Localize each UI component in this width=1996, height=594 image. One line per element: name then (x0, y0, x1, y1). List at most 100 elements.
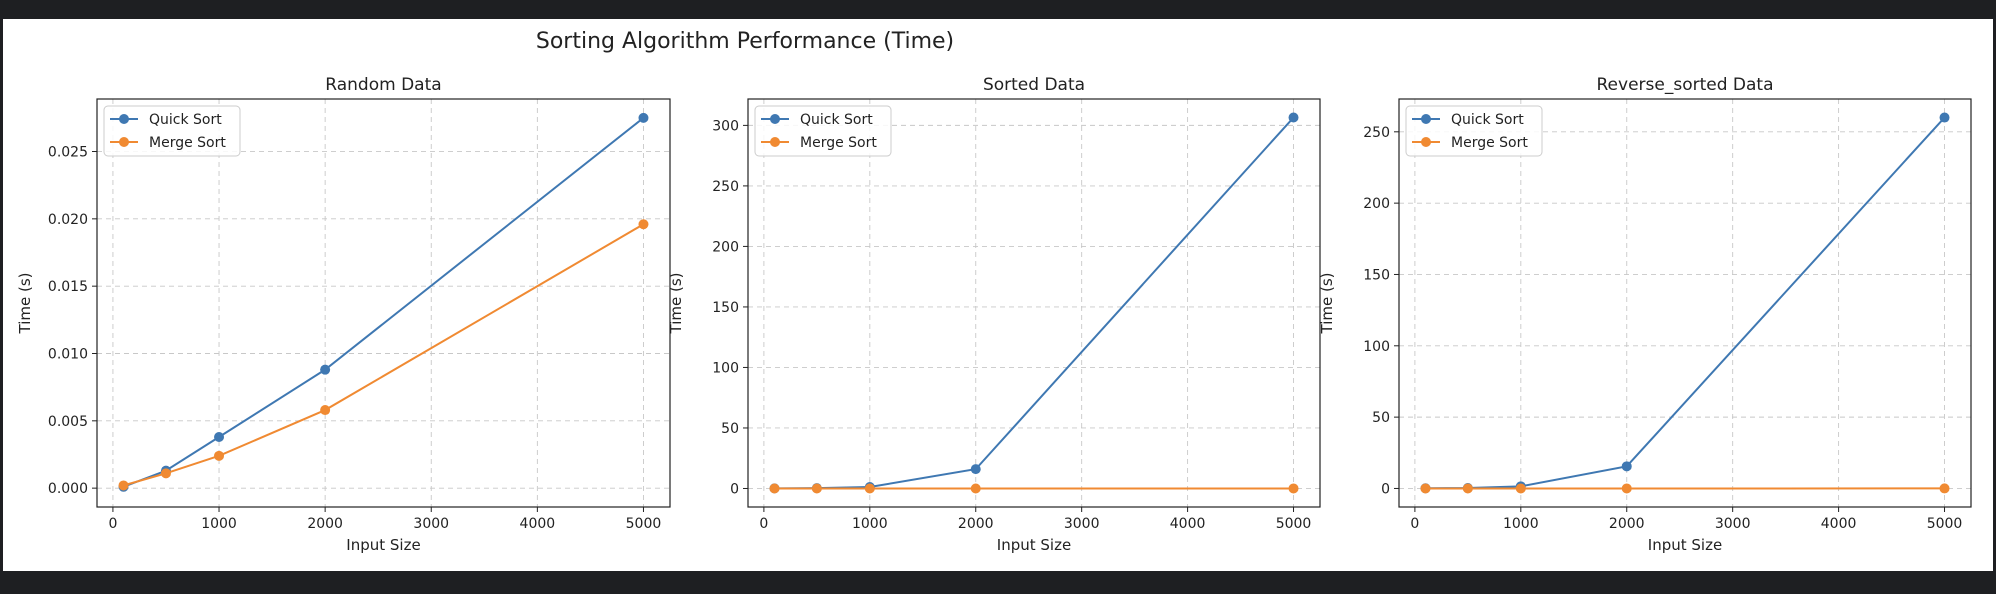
chart1-xtick-label-3000: 3000 (413, 516, 449, 532)
chart1-legend-marker-quick-sort (119, 114, 129, 124)
chart1-merge-sort-point-1000 (214, 450, 225, 461)
chart2-quick-sort-point-5000 (1288, 112, 1299, 123)
chart3-xtick-label-1000: 1000 (1503, 516, 1539, 532)
chart2-merge-sort-point-2000 (970, 483, 981, 494)
chart3-quick-sort-point-5000 (1939, 112, 1950, 123)
chart1-grid (97, 99, 670, 507)
chart1-merge-sort-line (123, 223, 644, 487)
chart1-merge-sort-point-5000 (638, 219, 649, 230)
chart3-xtick-label-2000: 2000 (1609, 516, 1645, 532)
chart1-legend: Quick Sort Merge Sort (103, 105, 241, 157)
chart1-series-merge-sort (118, 219, 649, 491)
chart1-merge-sort-point-2000 (320, 405, 331, 416)
chart2-xtick-label-5000: 5000 (1276, 516, 1312, 532)
chart1-xlabel: Input Size (346, 536, 420, 554)
chart1-ytick-label-3: 0.015 (48, 279, 88, 295)
chart2-xtick-label-3000: 3000 (1064, 516, 1100, 532)
chart2-legend-label-merge-sort: Merge Sort (800, 135, 877, 151)
chart2-axes-frame (747, 98, 1321, 508)
chart1-title: Random Data (325, 75, 441, 95)
chart3-xtick-label-4000: 4000 (1821, 516, 1857, 532)
chart3-xtick-label-5000: 5000 (1927, 516, 1963, 532)
chart3-ytick-label-3: 150 (1363, 267, 1390, 283)
chart3-grid (1399, 99, 1971, 507)
chart1-xtick-label-0: 0 (108, 516, 117, 532)
chart2-xtick-label-4000: 4000 (1170, 516, 1206, 532)
figure-panel: Sorting Algorithm Performance (Time) Ran… (3, 19, 1993, 571)
chart1-ytick-label-5: 0.025 (48, 145, 88, 161)
chart2-merge-sort-point-5000 (1288, 483, 1299, 494)
chart1-xtick-label-1000: 1000 (201, 516, 237, 532)
chart1-xtick-label-2000: 2000 (307, 516, 343, 532)
chart2-ytick-label-3: 150 (712, 300, 739, 316)
chart2-grid (748, 99, 1320, 507)
chart1-ytick-label-2: 0.010 (48, 346, 88, 362)
chart2-legend-label-quick-sort: Quick Sort (800, 112, 873, 128)
chart3-legend-label-merge-sort: Merge Sort (1451, 135, 1528, 151)
chart3-legend-marker-quick-sort (1421, 114, 1431, 124)
chart1-xtick-label-4000: 4000 (520, 516, 556, 532)
chart1-quick-sort-point-5000 (638, 112, 649, 123)
chart1: Random Data 0 1000 2000 3000 4000 5000 0.000 0.0… (16, 75, 671, 554)
chart3-merge-sort-point-5000 (1939, 483, 1950, 494)
chart3-legend-label-quick-sort: Quick Sort (1451, 112, 1524, 128)
chart1-legend-label-merge-sort: Merge Sort (149, 135, 226, 151)
chart1-ytick-label-0: 0.000 (48, 481, 88, 497)
chart3-xtick-label-0: 0 (1410, 516, 1419, 532)
chart1-quick-sort-point-1000 (214, 431, 225, 442)
chart3-merge-sort-point-100 (1420, 483, 1431, 494)
chart1-ylabel: Time (s) (16, 273, 34, 335)
chart1-quick-sort-point-2000 (320, 364, 331, 375)
chart3-axes-frame (1398, 98, 1972, 508)
chart1-ytick-label-1: 0.005 (48, 414, 88, 430)
chart3-series-merge-sort (1420, 483, 1950, 494)
chart2-series-merge-sort (769, 483, 1299, 494)
chart3-merge-sort-point-2000 (1621, 483, 1632, 494)
chart2-legend: Quick Sort Merge Sort (754, 105, 892, 157)
chart2-merge-sort-point-100 (769, 483, 780, 494)
chart3-legend: Quick Sort Merge Sort (1405, 105, 1543, 157)
chart2-ytick-label-5: 250 (712, 179, 739, 195)
chart3-xlabel: Input Size (1648, 536, 1722, 554)
chart1-legend-label-quick-sort: Quick Sort (149, 112, 222, 128)
chart2-ytick-label-2: 100 (712, 360, 739, 376)
chart1-ytick-label-4: 0.020 (48, 212, 88, 228)
chart2-legend-marker-quick-sort (770, 114, 780, 124)
chart3-legend-marker-merge-sort (1421, 137, 1431, 147)
chart2-series-quick-sort (769, 112, 1299, 494)
chart2-ylabel: Time (s) (667, 273, 685, 335)
chart3-ylabel: Time (s) (1318, 273, 1336, 335)
chart3-ytick-label-2: 100 (1363, 339, 1390, 355)
chart1-quick-sort-line (123, 117, 645, 488)
chart3-ytick-label-0: 0 (1381, 481, 1390, 497)
chart3-merge-sort-point-500 (1462, 483, 1473, 494)
chart2-merge-sort-point-1000 (864, 483, 875, 494)
chart2-ytick-label-4: 200 (712, 239, 739, 255)
chart2: Sorted Data 0 1000 2000 3000 4000 5000 0 50 100 15… (667, 75, 1321, 554)
chart2-xtick-label-2000: 2000 (958, 516, 994, 532)
chart3-quick-sort-point-2000 (1621, 461, 1632, 472)
figure-title: Sorting Algorithm Performance (Time) (536, 29, 954, 54)
chart2-xlabel: Input Size (997, 536, 1071, 554)
chart3-ytick-label-4: 200 (1363, 196, 1390, 212)
chart3-xtick-label-3000: 3000 (1715, 516, 1751, 532)
chart-figure: Sorting Algorithm Performance (Time) Ran… (16, 29, 1972, 554)
chart3-title: Reverse_sorted Data (1597, 75, 1774, 95)
chart1-series-quick-sort (118, 112, 649, 492)
chart3-ytick-label-1: 50 (1372, 410, 1390, 426)
chart1-axes-frame (96, 98, 671, 508)
chart1-xtick-label-5000: 5000 (626, 516, 662, 532)
chart1-merge-sort-point-500 (160, 468, 171, 479)
chart3-series-quick-sort (1420, 112, 1950, 494)
chart2-quick-sort-line (774, 116, 1295, 490)
chart2-ytick-label-0: 0 (730, 481, 739, 497)
chart2-xtick-label-1000: 1000 (852, 516, 888, 532)
chart2-ytick-label-1: 50 (721, 421, 739, 437)
chart1-merge-sort-point-100 (118, 480, 129, 491)
chart2-title: Sorted Data (983, 75, 1085, 95)
chart2-quick-sort-point-2000 (970, 464, 981, 475)
chart1-legend-marker-merge-sort (119, 137, 129, 147)
chart3-ytick-label-5: 250 (1363, 125, 1390, 141)
chart2-ytick-label-6: 300 (712, 118, 739, 134)
